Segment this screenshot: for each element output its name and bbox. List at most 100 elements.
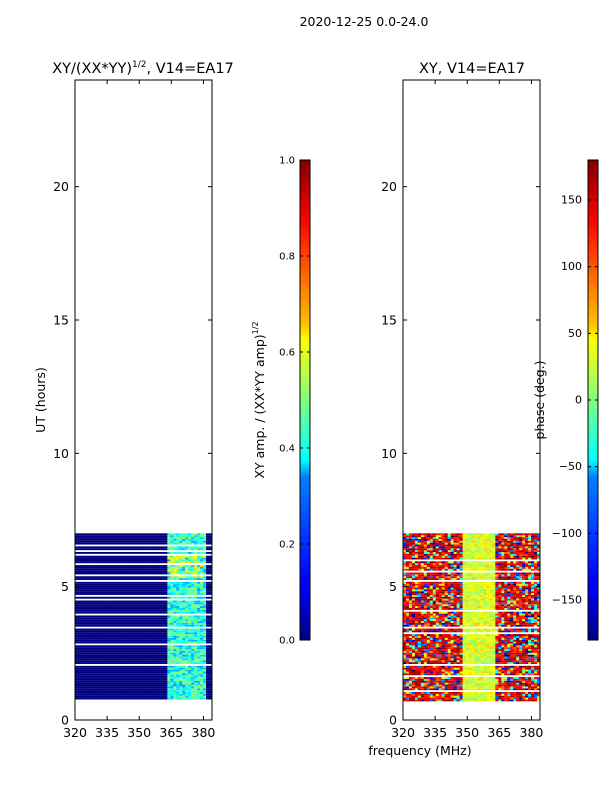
heatmap-cell — [92, 671, 97, 674]
heatmap-cell — [137, 546, 141, 549]
heatmap-cell — [408, 658, 413, 661]
heatmap-cell — [537, 656, 541, 659]
heatmap-cell — [161, 557, 165, 560]
heatmap-cell — [92, 639, 97, 642]
heatmap-cell — [83, 690, 88, 692]
heatmap-cell — [80, 619, 85, 622]
heatmap-cell — [122, 682, 127, 685]
heatmap-cell — [203, 673, 207, 676]
heatmap-cell — [531, 652, 535, 655]
heatmap-cell — [200, 561, 204, 564]
heatmap-cell — [98, 542, 103, 545]
heatmap-cell — [200, 587, 204, 590]
heatmap-cell — [173, 576, 177, 579]
heatmap-cell — [107, 690, 112, 692]
heatmap-cell — [113, 647, 118, 650]
heatmap-cell — [101, 688, 106, 691]
heatmap-cell — [158, 652, 162, 655]
heatmap-cell — [158, 636, 162, 638]
heatmap-cell — [164, 559, 168, 562]
heatmap-cell — [86, 604, 91, 607]
heatmap-cell — [429, 641, 434, 644]
heatmap-cell — [438, 658, 443, 661]
heatmap-cell — [483, 677, 487, 679]
heatmap-cell — [95, 632, 100, 635]
heatmap-cell — [152, 546, 156, 549]
heatmap-cell — [185, 682, 189, 685]
heatmap-cell — [89, 557, 94, 560]
heatmap-cell — [80, 552, 85, 554]
heatmap-cell — [194, 611, 198, 614]
heatmap-cell — [110, 538, 115, 541]
heatmap-cell — [143, 596, 147, 599]
heatmap-cell — [122, 566, 127, 569]
heatmap-cell — [170, 548, 174, 551]
heatmap-cell — [480, 652, 484, 655]
heatmap-cell — [462, 686, 466, 689]
heatmap-cell — [489, 686, 493, 689]
heatmap-cell — [131, 688, 135, 691]
heatmap-cell — [441, 682, 446, 685]
heatmap-cell — [77, 570, 82, 573]
heatmap-cell — [143, 680, 147, 683]
heatmap-cell — [98, 662, 103, 664]
heatmap-cell — [179, 593, 183, 595]
heatmap-cell — [143, 641, 147, 644]
heatmap-cell — [474, 693, 478, 696]
heatmap-cell — [426, 671, 431, 674]
heatmap-cell — [176, 557, 180, 560]
heatmap-cell — [113, 561, 118, 564]
heatmap-cell — [77, 617, 82, 620]
heatmap-cell — [86, 600, 91, 603]
heatmap-cell — [119, 682, 124, 685]
heatmap-cell — [492, 680, 496, 683]
heatmap-cell — [197, 568, 201, 571]
heatmap-cell — [447, 673, 452, 676]
heatmap-cell — [146, 652, 150, 655]
heatmap-cell — [441, 660, 446, 663]
heatmap-cell — [403, 639, 407, 642]
heatmap-cell — [104, 682, 109, 685]
heatmap-cell — [176, 628, 180, 631]
heatmap-cell — [197, 559, 201, 562]
heatmap-cell — [185, 636, 189, 638]
heatmap-cell — [89, 611, 94, 614]
heatmap-cell — [128, 604, 132, 607]
heatmap-cell — [465, 680, 469, 683]
heatmap-cell — [170, 673, 174, 676]
heatmap-cell — [110, 572, 115, 575]
heatmap-cell — [161, 602, 165, 605]
heatmap-cell — [194, 669, 198, 672]
heatmap-cell — [83, 540, 88, 543]
heatmap-cell — [143, 673, 147, 676]
heatmap-cell — [89, 572, 94, 575]
heatmap-cell — [75, 636, 79, 638]
heatmap-cell — [468, 667, 472, 670]
heatmap-cell — [474, 667, 478, 670]
heatmap-cell — [450, 662, 455, 664]
heatmap-cell — [137, 654, 141, 657]
heatmap-cell — [75, 660, 79, 663]
heatmap-cell — [504, 647, 508, 650]
heatmap-cell — [77, 678, 82, 681]
heatmap-cell — [89, 559, 94, 562]
heatmap-cell — [474, 688, 478, 691]
heatmap-cell — [128, 667, 132, 670]
heatmap-cell — [119, 678, 124, 681]
heatmap-cell — [537, 693, 541, 696]
heatmap-cell — [194, 654, 198, 657]
heatmap-cell — [209, 561, 213, 564]
heatmap-cell — [441, 656, 446, 659]
heatmap-cell — [161, 660, 165, 663]
heatmap-cell — [438, 692, 443, 694]
heatmap-cell — [146, 602, 150, 605]
heatmap-cell — [459, 667, 463, 670]
heatmap-cell — [525, 649, 529, 651]
heatmap-cell — [104, 690, 109, 692]
heatmap-cell — [86, 658, 91, 661]
heatmap-cell — [110, 669, 115, 672]
heatmap-cell — [149, 647, 153, 650]
heatmap-cell — [444, 673, 449, 676]
heatmap-cell — [80, 602, 85, 605]
heatmap-cell — [86, 650, 91, 653]
